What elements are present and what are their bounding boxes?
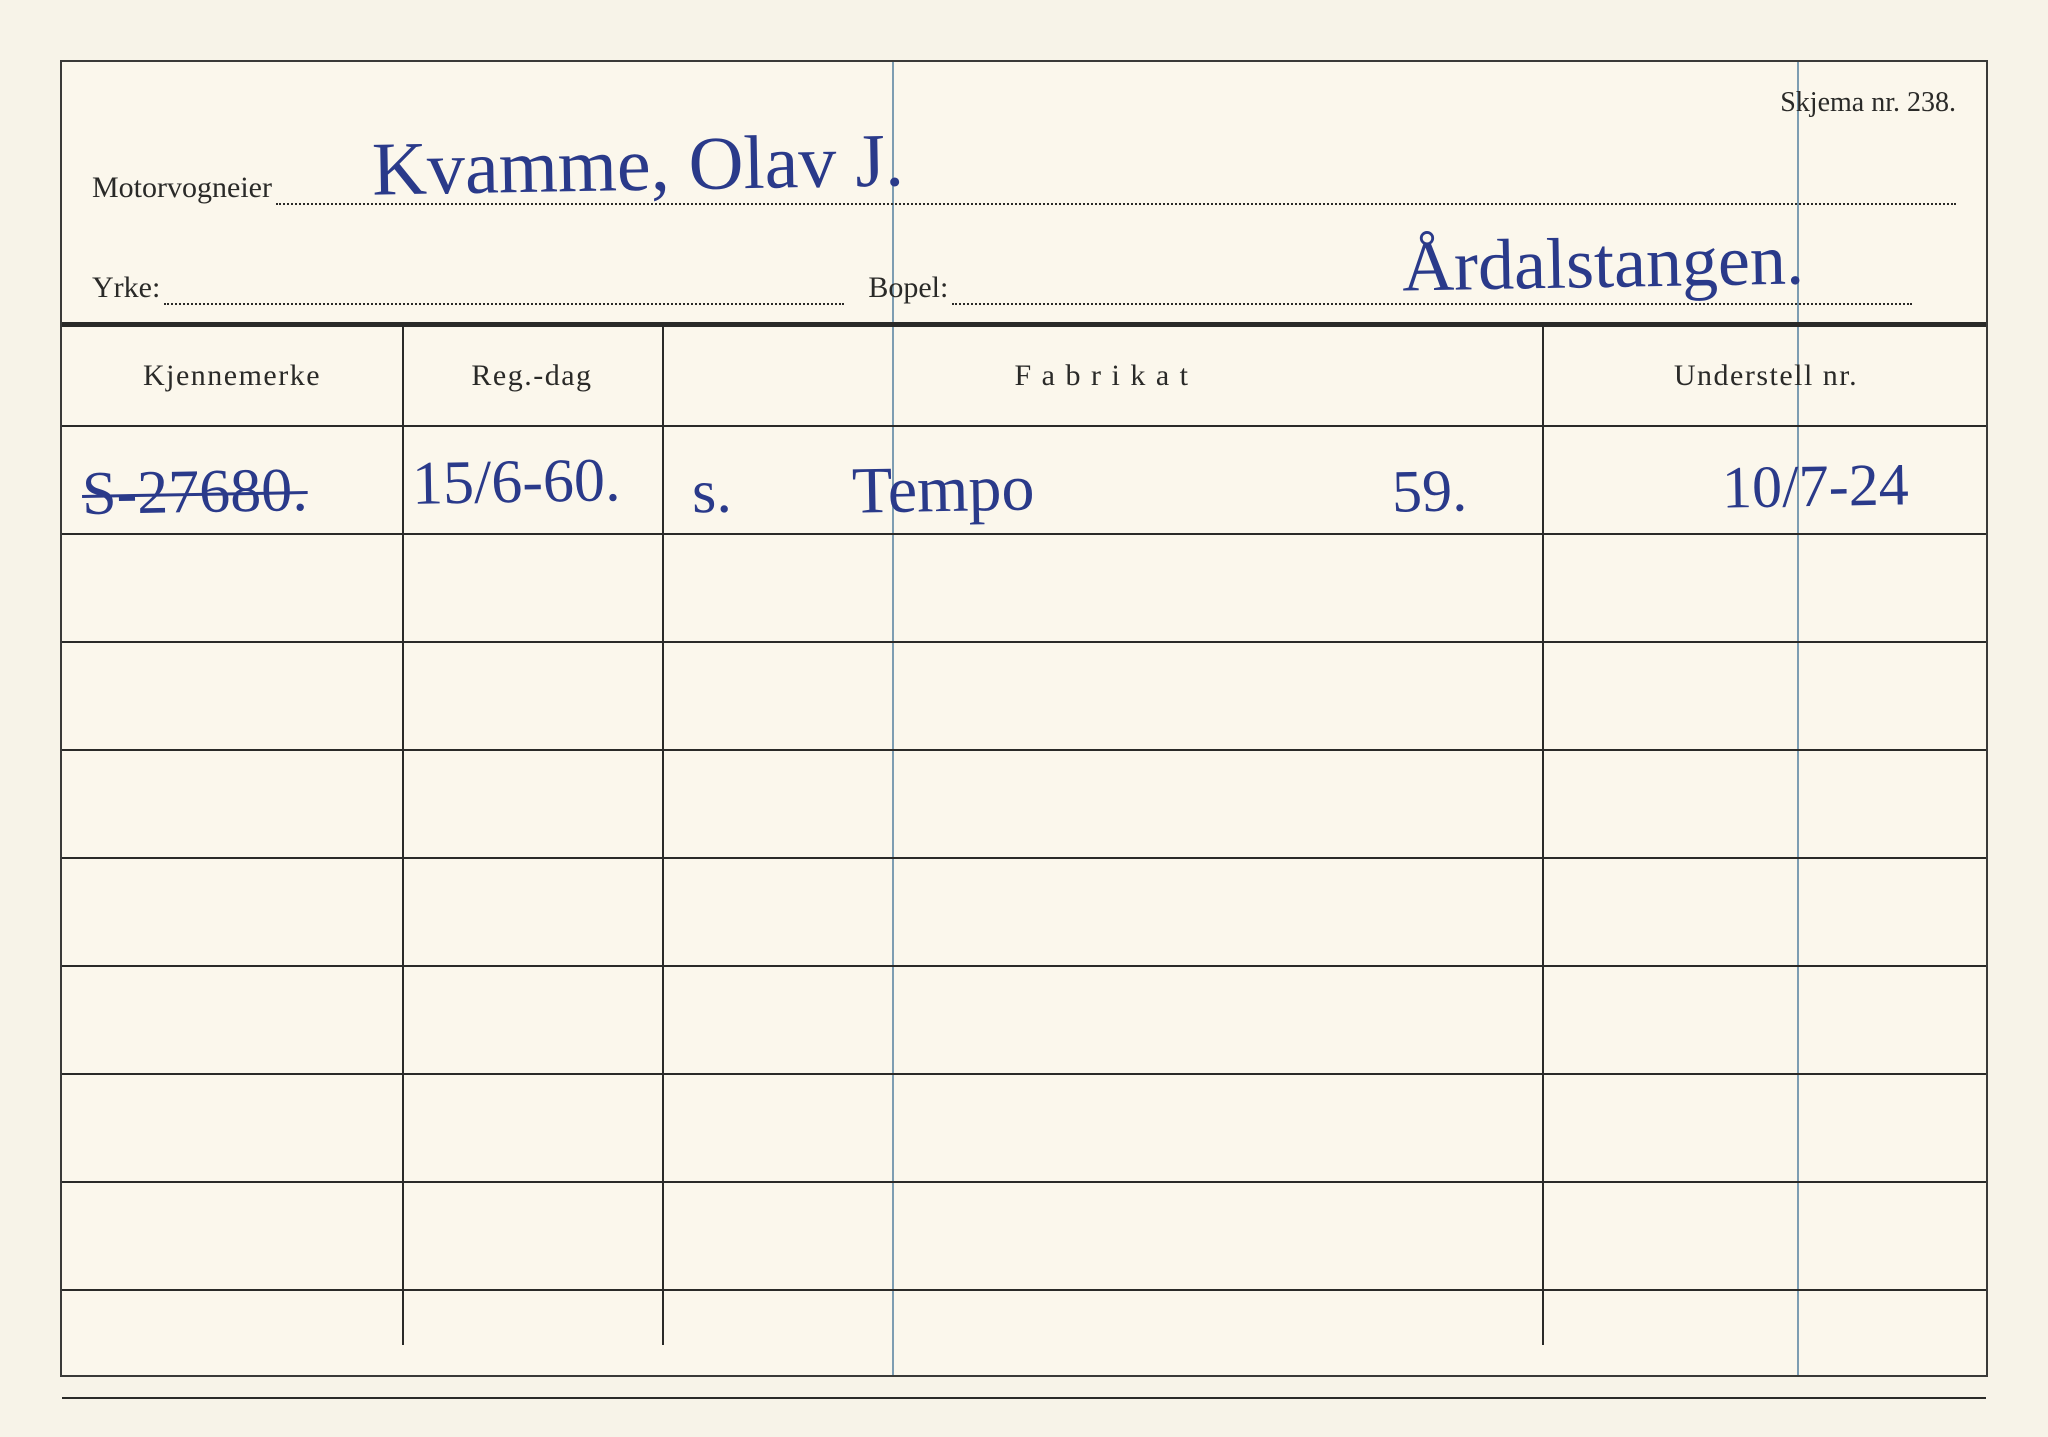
hand-fabrikat-note: 59. <box>1391 456 1467 526</box>
hand-fabrikat: Tempo <box>851 450 1035 529</box>
hand-fabrikat-prefix: s. <box>691 457 732 529</box>
col-divider <box>402 427 404 1345</box>
col-divider <box>1542 327 1544 425</box>
card: Skjema nr. 238. Motorvogneier Yrke: Bope… <box>60 60 1988 1377</box>
row-line <box>62 965 1986 967</box>
form-number: Skjema nr. 238. <box>1780 87 1956 119</box>
thead-underline <box>62 425 1986 427</box>
col-divider <box>1542 427 1544 1345</box>
yrke-label: Yrke: <box>92 271 160 304</box>
row-line <box>62 1397 1986 1399</box>
row-line <box>62 1181 1986 1183</box>
hand-owner-name: Kvamme, Olav J. <box>371 117 904 213</box>
row-line <box>62 1073 1986 1075</box>
bopel-label: Bopel: <box>868 271 948 304</box>
page: Skjema nr. 238. Motorvogneier Yrke: Bope… <box>0 0 2048 1437</box>
col-divider <box>402 327 404 425</box>
row-line <box>62 749 1986 751</box>
hand-bopel: Årdalstangen. <box>1401 218 1804 308</box>
th-understell: Understell nr. <box>1542 327 1990 425</box>
row-line <box>62 641 1986 643</box>
hand-kjennemerke: S-27680. <box>81 455 308 530</box>
row-line <box>62 857 1986 859</box>
th-fabrikat: F a b r i k a t <box>662 327 1542 425</box>
row-line <box>62 1289 1986 1291</box>
th-regdag: Reg.-dag <box>402 327 662 425</box>
row-line <box>62 533 1986 535</box>
col-divider <box>662 327 664 425</box>
hand-understell: 10/7-24 <box>1721 450 1909 522</box>
owner-label: Motorvogneier <box>92 171 272 204</box>
hand-regdag: 15/6-60. <box>411 445 621 520</box>
yrke-dotline <box>164 267 844 305</box>
table-header: Kjennemerke Reg.-dag F a b r i k a t Und… <box>62 327 1986 425</box>
col-divider <box>662 427 664 1345</box>
th-kjennemerke: Kjennemerke <box>62 327 402 425</box>
scan-fold-line <box>892 62 894 1375</box>
